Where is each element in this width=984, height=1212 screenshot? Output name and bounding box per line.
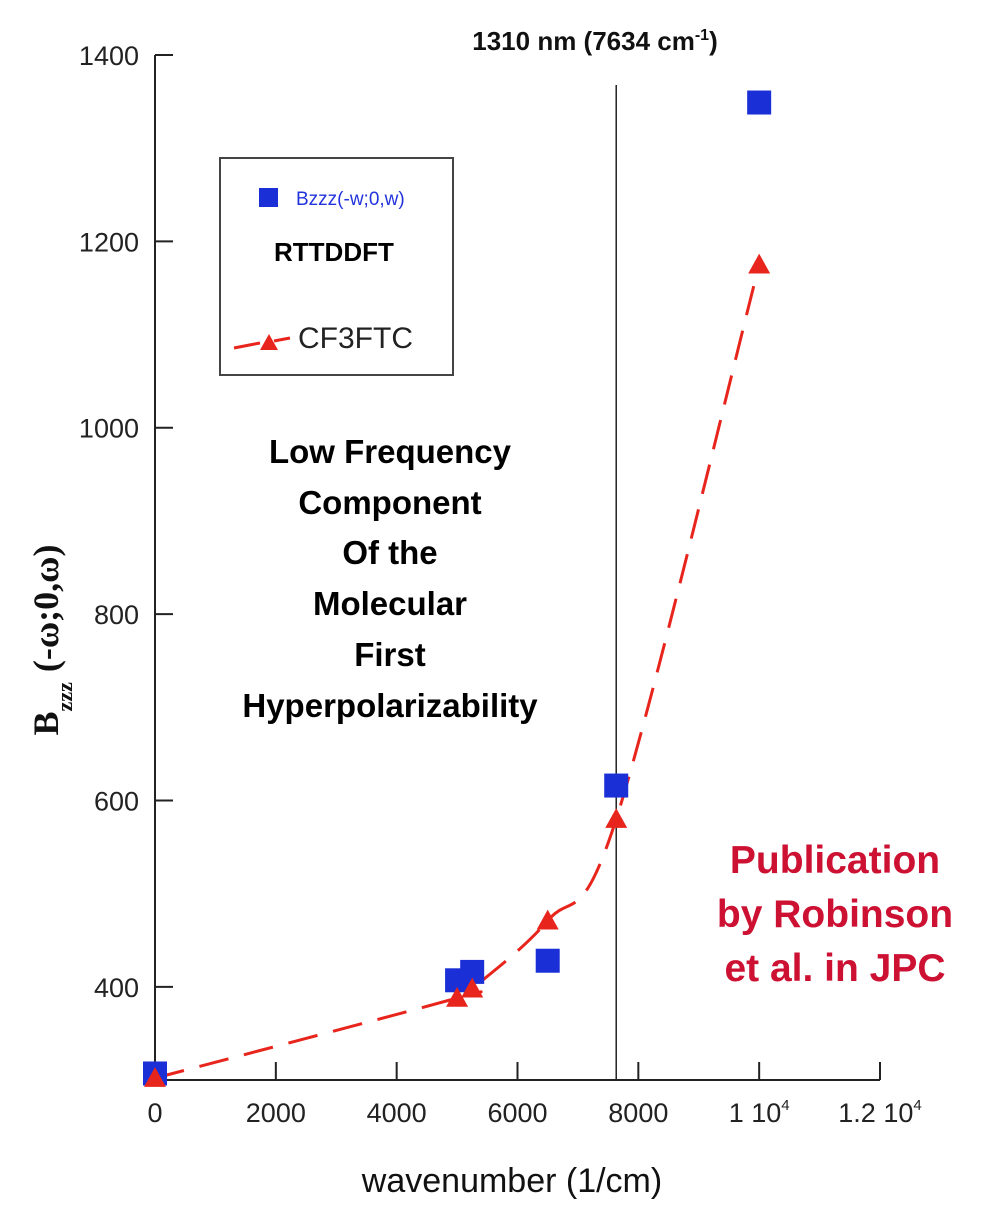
x-tick-label-12000: 1.2 104 <box>838 1097 921 1128</box>
y-axis-label-suffix: (-ω;0,ω) <box>26 545 66 673</box>
triangle-marker-3 <box>536 909 559 930</box>
y-axis-label: Bzzz (-ω;0,ω) <box>26 545 77 736</box>
y-tick-label-400: 400 <box>94 973 139 1003</box>
y-axis-label-main: B <box>26 711 66 735</box>
center-annotation: Low Frequency Component Of the Molecular… <box>242 433 538 724</box>
square-marker-4 <box>604 773 629 798</box>
x-tick-label-2000: 2000 <box>246 1098 306 1128</box>
legend-red-label: CF3FTC <box>298 322 413 355</box>
publication-annotation: Publication by Robinson et al. in JPC <box>717 839 953 990</box>
triangle-marker-1 <box>446 987 469 1007</box>
triangle-marker-4 <box>605 808 628 828</box>
square-marker-3 <box>535 948 560 973</box>
y-axis-label-sub: zzz <box>52 682 77 712</box>
x-tick-label-8000: 8000 <box>608 1098 668 1128</box>
x-axis-label: wavenumber (1/cm) <box>361 1162 662 1200</box>
legend-blue-square-icon <box>259 188 278 207</box>
x-tick-label-6000: 6000 <box>487 1098 547 1128</box>
y-tick-label-800: 800 <box>94 600 139 630</box>
center-line-3: Of the <box>342 534 437 571</box>
svg-text:Bzzz(-ω;0,ω): Bzzz (-ω;0,ω) <box>26 545 77 736</box>
legend-blue-note: RTTDDFT <box>274 237 394 267</box>
y-tick-label-1400: 1400 <box>79 41 139 71</box>
triangle-marker-5 <box>748 253 771 274</box>
legend-blue-label: Bzzz(-w;0,w) <box>296 189 405 210</box>
x-tick-label-0: 0 <box>147 1098 162 1128</box>
center-line-6: Hyperpolarizability <box>242 687 538 724</box>
reference-line-label-sup: -1 <box>695 27 709 44</box>
legend-box <box>219 157 454 376</box>
triangle-marker-2 <box>461 977 484 998</box>
square-marker-5 <box>747 90 772 115</box>
x-tick-label-4000: 4000 <box>367 1098 427 1128</box>
reference-line-label: 1310 nm (7634 cm-1) <box>472 26 718 56</box>
triangle-marker-0 <box>144 1067 166 1087</box>
x-tick-label-10000: 1 104 <box>729 1097 790 1128</box>
center-line-1: Low Frequency <box>269 433 512 470</box>
publication-line-2: by Robinson <box>717 893 953 936</box>
center-line-5: First <box>354 636 426 673</box>
publication-line-1: Publication <box>730 839 940 882</box>
y-tick-label-1200: 1200 <box>79 227 139 257</box>
y-ticks: 400 600 800 1000 1200 1400 <box>79 41 173 1003</box>
x-ticks: 0 2000 4000 6000 8000 1 104 1.2 104 <box>147 1062 922 1128</box>
reference-line-label-close: ) <box>709 26 718 56</box>
legend-red-line-icon <box>233 336 291 350</box>
center-line-2: Component <box>298 484 481 521</box>
cf3ftc-fit-curve <box>154 264 761 1080</box>
reference-line-label-main: 1310 nm (7634 cm <box>472 26 695 56</box>
data-markers <box>143 90 772 1087</box>
publication-line-3: et al. in JPC <box>724 947 945 990</box>
legend-red-triangle-icon <box>260 334 278 350</box>
y-tick-label-600: 600 <box>94 786 139 816</box>
y-tick-label-1000: 1000 <box>79 414 139 444</box>
center-line-4: Molecular <box>313 585 467 622</box>
